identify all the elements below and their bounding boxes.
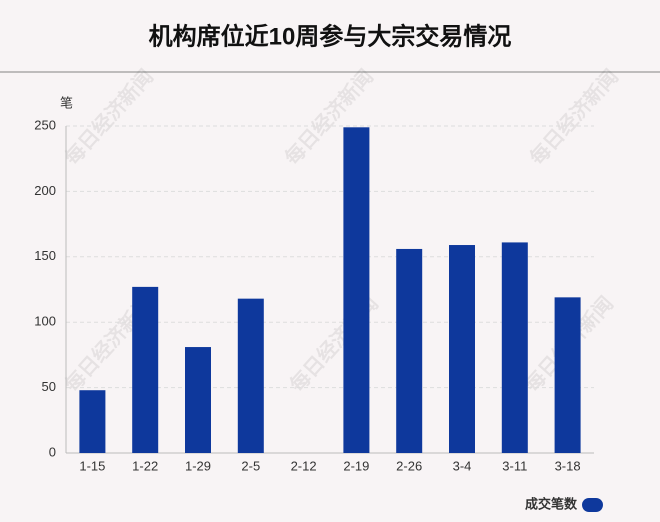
- bar: [185, 347, 211, 453]
- bar: [343, 127, 370, 454]
- x-tick-label: 2-5: [241, 458, 260, 473]
- x-tick-label: 2-12: [291, 458, 317, 473]
- x-tick-label: 3-18: [555, 458, 581, 473]
- y-unit: 笔: [60, 95, 73, 110]
- bar: [396, 248, 423, 453]
- bar: [79, 390, 106, 453]
- y-tick-label: 0: [49, 444, 56, 459]
- y-tick-label: 50: [42, 379, 56, 394]
- x-tick-label: 3-4: [453, 458, 472, 473]
- bar: [501, 242, 528, 453]
- y-tick-label: 250: [34, 117, 56, 132]
- x-tick-label: 1-15: [79, 458, 105, 473]
- chart-title: 机构席位近10周参与大宗交易情况: [149, 22, 512, 50]
- x-tick-label: 2-26: [396, 458, 422, 473]
- bar: [132, 286, 159, 453]
- x-tick-label: 2-19: [343, 458, 369, 473]
- legend-swatch: [582, 498, 603, 512]
- x-tick-label: 3-11: [502, 458, 527, 473]
- bar: [449, 245, 475, 453]
- y-tick-label: 100: [34, 314, 56, 329]
- x-tick-label: 1-29: [185, 458, 211, 473]
- y-tick-label: 150: [34, 248, 56, 263]
- bar: [554, 297, 581, 453]
- y-tick-label: 200: [34, 183, 56, 198]
- bar: [237, 298, 264, 453]
- x-tick-label: 1-22: [132, 458, 158, 473]
- legend-label: 成交笔数: [525, 496, 578, 511]
